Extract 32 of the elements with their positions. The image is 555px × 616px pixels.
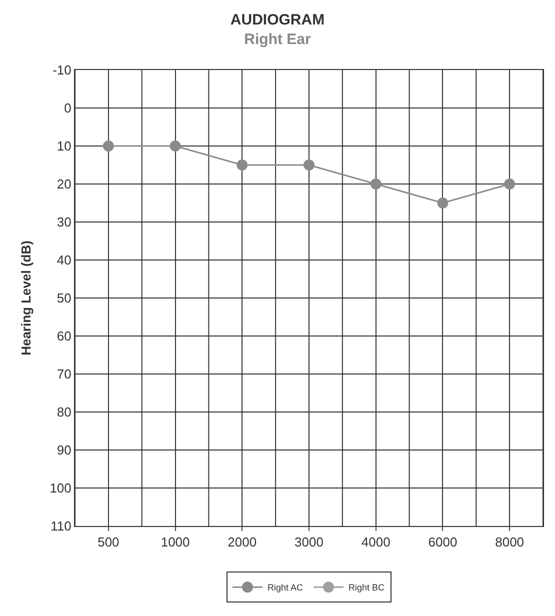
x-tick-label: 3000 (294, 534, 324, 550)
y-tick-label: 20 (56, 176, 72, 192)
point (437, 198, 448, 208)
y-tick-label: 110 (50, 518, 72, 534)
x-tick-label: 6000 (428, 534, 458, 550)
point (304, 160, 314, 170)
point (504, 178, 516, 190)
chart-title: AUDIOGRAM (230, 12, 325, 29)
x-tick-label: 500 (98, 534, 120, 550)
chart-subtitle: Right Ear (244, 31, 311, 48)
y-tick-label: -10 (52, 62, 72, 78)
y-tick-label: 80 (56, 404, 72, 420)
point (102, 140, 114, 152)
y-tick-label: 50 (56, 290, 72, 306)
x-tick-label: 2000 (228, 534, 257, 550)
y-tick-label: 10 (56, 138, 72, 154)
legend-label: Right BC (348, 582, 386, 593)
y-tick-label: 30 (56, 214, 72, 230)
y-tick-label: 100 (50, 480, 72, 496)
x-tick-label: 4000 (361, 534, 390, 550)
y-axis-title: Hearing Level (dB) (18, 240, 34, 356)
x-tick-label: 1000 (160, 534, 190, 550)
y-tick-label: 0 (64, 100, 72, 116)
legend-label: Right AC (268, 582, 304, 593)
point (236, 160, 248, 170)
y-tick-label: 70 (56, 366, 72, 382)
y-tick-label: 40 (56, 252, 72, 268)
point (170, 140, 181, 152)
point (370, 178, 382, 190)
y-tick-label: 60 (56, 328, 72, 344)
y-tick-label: 90 (56, 442, 72, 458)
x-tick-label: 8000 (495, 534, 524, 550)
